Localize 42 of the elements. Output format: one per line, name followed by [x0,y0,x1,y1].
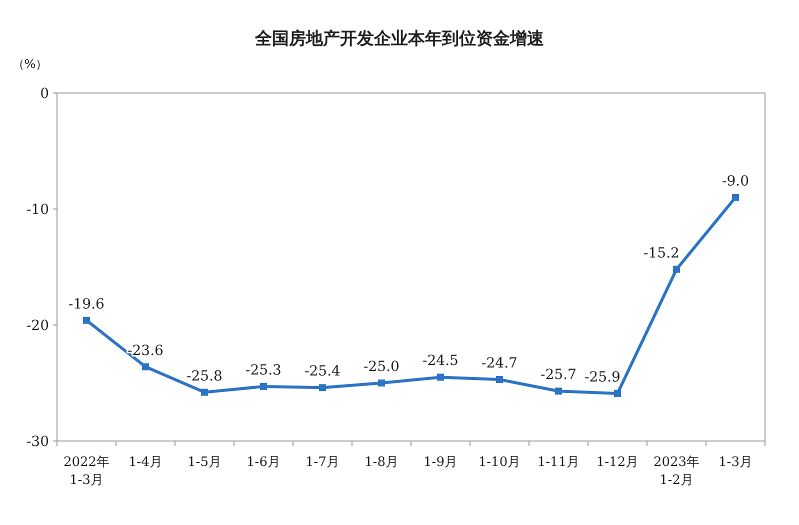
data-label: -24.5 [422,353,458,370]
point [437,374,444,381]
x-tick-label: 2022年 1-3月 [63,455,110,488]
point [378,380,385,386]
point [614,390,621,397]
data-label: -25.7 [540,367,576,384]
x-tick-label: 1-12月 [596,455,639,470]
x-tick-label: 1-4月 [128,455,162,470]
y-tick-label: -30 [26,434,49,450]
data-label: -25.9 [584,369,620,386]
chart-title: 全国房地产开发企业本年到位资金增速 [254,29,544,49]
point [83,316,90,324]
data-label: -15.2 [644,245,680,262]
point [201,388,208,396]
data-label: -25.4 [304,364,341,380]
point [319,384,326,392]
point [732,194,739,201]
x-tick-label: 1-11月 [537,455,580,470]
y-tick-label: 0 [40,86,49,102]
x-tick-label: 1-6月 [246,455,280,470]
y-tick-label: -20 [26,318,49,334]
x-tick-label: 1-8月 [364,455,398,470]
data-label: -24.7 [482,356,518,372]
x-tick-label: 1-5月 [188,455,222,470]
data-label: -9.0 [722,173,749,190]
point [260,382,267,390]
point [496,376,503,384]
data-label: -25.8 [186,368,222,384]
x-tick-label: 1-7月 [306,455,340,470]
x-tick-label: 2023年 1-2月 [653,455,700,488]
x-tick-label: 1-3月 [718,455,752,470]
point [673,266,680,273]
data-label: -23.6 [128,342,164,359]
point [555,388,562,395]
y-axis-title: （%） [12,57,48,71]
point [142,363,149,370]
data-label: -19.6 [68,296,105,312]
x-tick-label: 1-10月 [478,455,521,470]
data-label: -25.3 [246,362,282,378]
x-tick-label: 1-9月 [424,455,458,470]
data-label: -25.0 [364,359,400,375]
y-tick-label: -10 [26,202,49,218]
